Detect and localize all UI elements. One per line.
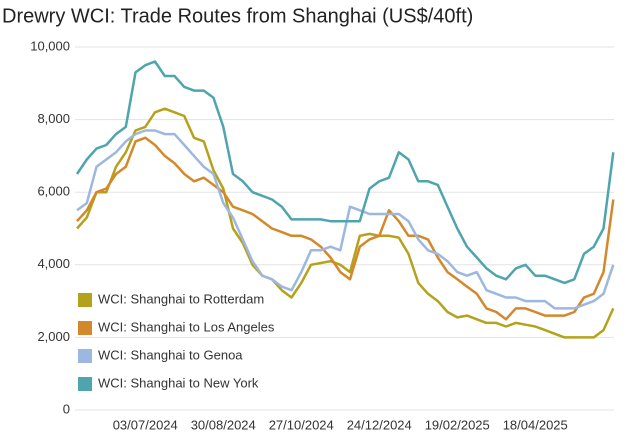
series-line [76,136,615,321]
y-tick-label: 10,000 [30,38,70,53]
x-tick-label: 24/12/2024 [347,417,412,432]
x-tick-label: 27/10/2024 [269,417,334,432]
legend-swatch [78,321,92,335]
legend-label: WCI: Shanghai to Rotterdam [98,291,264,306]
legend-swatch [78,293,92,307]
legend-swatch [78,377,92,391]
series-line [75,60,615,285]
chart-title: Drewry WCI: Trade Routes from Shanghai (… [2,5,473,27]
x-tick-label: 03/07/2024 [113,417,178,432]
series-line [76,129,615,310]
x-tick-label: 19/02/2025 [425,417,490,432]
legend-label: WCI: Shanghai to New York [98,375,259,390]
legend-label: WCI: Shanghai to Los Angeles [98,319,275,334]
legend-swatch [78,349,92,363]
y-tick-label: 6,000 [37,184,70,199]
y-tick-label: 4,000 [37,256,70,271]
y-tick-label: 2,000 [37,329,70,344]
x-tick-label: 30/08/2024 [191,417,256,432]
y-tick-label: 8,000 [37,111,70,126]
x-tick-label: 18/04/2025 [503,417,568,432]
y-tick-label: 0 [63,401,70,416]
legend-label: WCI: Shanghai to Genoa [98,347,243,362]
series-line [76,107,615,339]
